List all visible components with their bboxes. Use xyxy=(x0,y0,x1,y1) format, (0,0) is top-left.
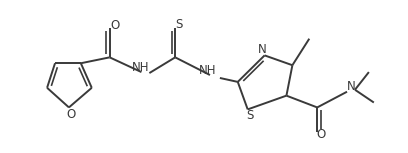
Text: NH: NH xyxy=(132,61,149,74)
Text: S: S xyxy=(246,109,253,122)
Text: N: N xyxy=(347,80,355,93)
Text: S: S xyxy=(175,19,183,32)
Text: N: N xyxy=(258,43,267,56)
Text: O: O xyxy=(317,128,326,141)
Text: O: O xyxy=(66,108,75,121)
Text: O: O xyxy=(110,19,119,32)
Text: NH: NH xyxy=(199,64,217,77)
